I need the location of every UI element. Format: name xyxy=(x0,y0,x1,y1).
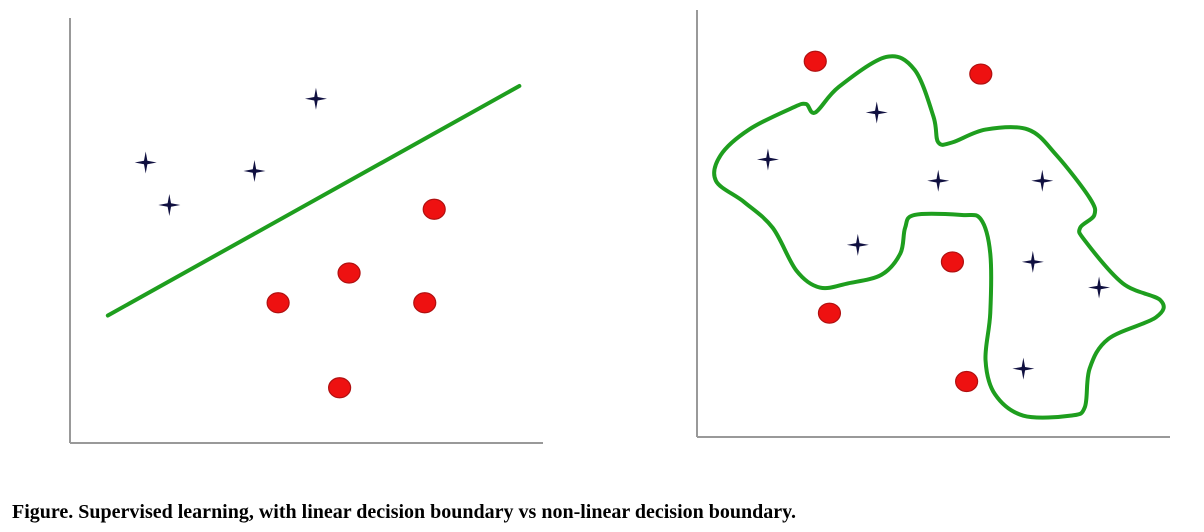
star-point xyxy=(1031,169,1054,192)
star-point xyxy=(756,148,779,171)
linear-decision-boundary xyxy=(105,84,522,318)
star-point xyxy=(865,101,888,124)
non-linear-decision-boundary xyxy=(712,54,1166,420)
star-point xyxy=(134,151,157,174)
star-point xyxy=(927,169,950,192)
non-linear-boundary-panel xyxy=(696,10,1170,438)
circle-point xyxy=(969,63,993,85)
figure-area xyxy=(69,10,1170,444)
circle-point xyxy=(337,262,361,284)
star-point xyxy=(243,160,266,182)
figure-caption: Figure. Supervised learning, with linear… xyxy=(12,501,797,523)
star-point xyxy=(1012,357,1035,380)
star-point xyxy=(1021,250,1044,273)
star-point xyxy=(1088,276,1111,299)
circle-point xyxy=(266,292,290,314)
circle-point xyxy=(817,302,842,324)
linear-boundary-panel xyxy=(69,18,543,444)
circle-point xyxy=(328,377,352,399)
circle-point xyxy=(413,292,437,314)
circle-point xyxy=(940,251,965,273)
star-point xyxy=(304,87,327,110)
points-layer xyxy=(756,50,1111,393)
boundary-layer xyxy=(712,54,1166,420)
circle-point xyxy=(803,50,827,72)
star-point xyxy=(158,194,181,216)
points-layer xyxy=(134,87,446,399)
circle-point xyxy=(422,198,446,220)
boundary-layer xyxy=(105,84,522,318)
star-point xyxy=(846,233,869,256)
circle-point xyxy=(955,370,979,393)
